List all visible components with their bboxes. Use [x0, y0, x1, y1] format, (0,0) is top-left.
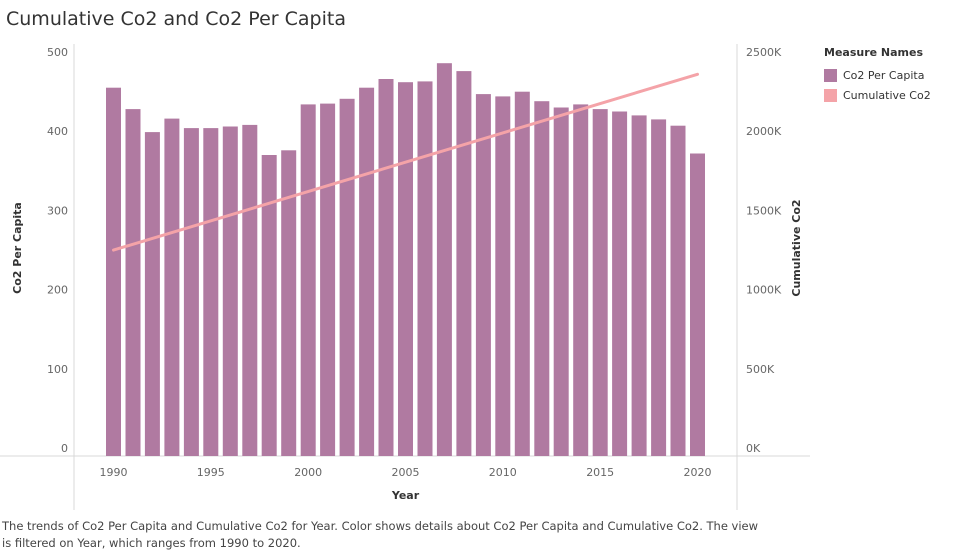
bar-2013	[553, 107, 569, 456]
x-axis-title: Year	[391, 489, 420, 502]
legend-swatch	[824, 88, 837, 102]
y2-tick-label: 0K	[746, 442, 761, 455]
legend: Measure Names Co2 Per Capita Cumulative …	[824, 46, 931, 105]
y2-tick-label: 500K	[746, 363, 775, 376]
bar-2010	[495, 96, 511, 457]
legend-label: Co2 Per Capita	[843, 68, 925, 82]
y-tick-label: 400	[47, 125, 68, 138]
legend-swatch	[824, 68, 837, 82]
bar-2020	[690, 153, 705, 456]
bar-2018	[651, 119, 667, 457]
x-tick-label: 1990	[100, 466, 128, 479]
bar-2002	[339, 98, 355, 457]
y-tick-label: 300	[47, 204, 68, 217]
bar-1999	[281, 150, 297, 457]
y-tick-label: 500	[47, 46, 68, 59]
bar-2006	[417, 81, 433, 457]
bar-1991	[125, 109, 141, 456]
x-tick-label: 2000	[294, 466, 322, 479]
bar-2014	[573, 104, 589, 457]
cumulative-co2-line	[112, 72, 699, 252]
chart-caption: The trends of Co2 Per Capita and Cumulat…	[2, 519, 759, 550]
legend-item-cumulative-co2[interactable]: Cumulative Co2	[824, 85, 931, 105]
bar-2019	[670, 125, 686, 456]
bar-1996	[222, 126, 238, 456]
x-tick-label: 1995	[197, 466, 225, 479]
y-axis-title: Co2 Per Capita	[11, 202, 24, 294]
y-tick-label: 200	[47, 284, 68, 297]
bar-2011	[514, 91, 530, 456]
bar-2001	[320, 103, 336, 456]
chart-title: Cumulative Co2 and Co2 Per Capita	[6, 8, 346, 30]
x-tick-label: 2005	[392, 466, 420, 479]
bar-2016	[612, 111, 628, 456]
y2-tick-label: 1500K	[746, 204, 782, 217]
y2-tick-label: 2500K	[746, 46, 782, 59]
bar-1993	[164, 118, 180, 456]
x-tick-label: 2015	[586, 466, 614, 479]
bar-2007	[436, 63, 452, 456]
y2-axis-title: Cumulative Co2	[790, 199, 803, 296]
bar-1995	[203, 128, 219, 456]
bar-2012	[534, 101, 550, 456]
y2-tick-label: 1000K	[746, 284, 782, 297]
bar-1997	[242, 124, 258, 457]
bar-2003	[359, 87, 375, 456]
bar-2015	[592, 109, 608, 456]
x-tick-label: 2020	[684, 466, 712, 479]
bar-2005	[398, 82, 413, 456]
legend-item-co2-per-capita[interactable]: Co2 Per Capita	[824, 65, 931, 85]
bar-1990	[106, 87, 121, 456]
bar-2017	[631, 115, 647, 457]
bar-2008	[456, 71, 472, 456]
bar-1998	[261, 155, 277, 456]
y-tick-label: 0	[61, 442, 68, 455]
bar-1994	[183, 128, 199, 456]
bar-2004	[378, 79, 394, 456]
y2-tick-label: 2000K	[746, 125, 782, 138]
y-tick-label: 100	[47, 363, 68, 376]
x-tick-label: 2010	[489, 466, 517, 479]
bar-1992	[144, 132, 160, 456]
bar-2009	[475, 94, 491, 456]
legend-label: Cumulative Co2	[843, 88, 931, 102]
bar-2000	[300, 104, 316, 457]
legend-title: Measure Names	[824, 46, 924, 59]
